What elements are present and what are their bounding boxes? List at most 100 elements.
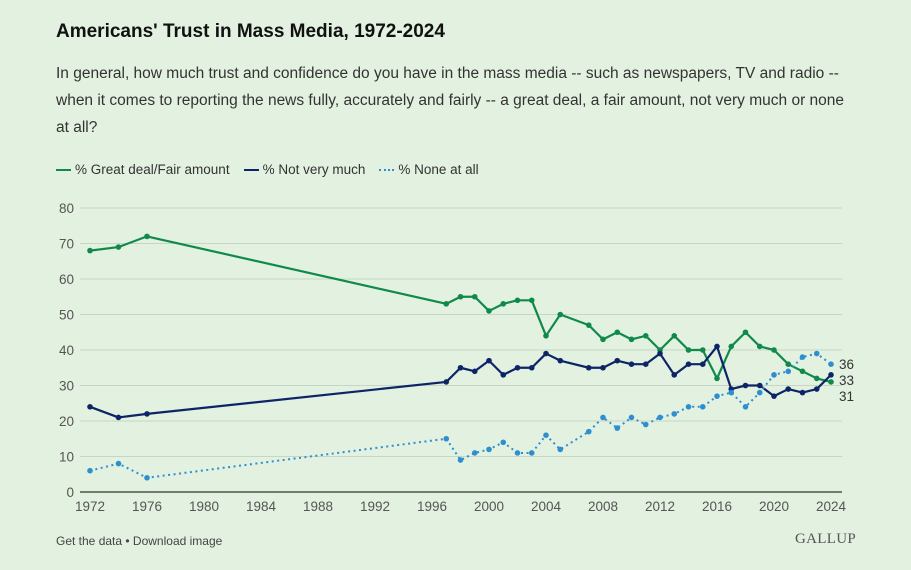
data-point	[115, 244, 122, 250]
data-point	[628, 414, 635, 421]
data-point	[813, 386, 820, 392]
data-point	[457, 457, 464, 463]
data-point	[144, 233, 150, 240]
x-tick-label: 1988	[303, 499, 333, 514]
data-point	[828, 372, 834, 378]
data-point	[144, 411, 150, 417]
data-point	[443, 379, 450, 385]
data-point	[785, 368, 792, 375]
legend-item-great-deal[interactable]: % Great deal/Fair amount	[56, 162, 230, 177]
data-point	[756, 382, 763, 389]
data-point	[642, 333, 649, 339]
get-data-link[interactable]: Get the data	[56, 534, 123, 548]
data-point	[543, 432, 549, 439]
x-tick-label: 2016	[702, 499, 732, 514]
end-label: 36	[839, 357, 854, 372]
data-point	[785, 386, 792, 392]
data-point	[486, 446, 492, 453]
data-point	[771, 372, 777, 378]
x-tick-label: 1980	[189, 499, 219, 514]
data-point	[471, 450, 478, 456]
y-tick-label: 40	[59, 343, 74, 358]
data-point	[543, 350, 549, 357]
data-point	[714, 375, 720, 382]
data-point	[742, 329, 749, 336]
legend-item-none-at-all[interactable]: % None at all	[379, 162, 479, 177]
data-point	[785, 361, 792, 368]
data-point	[585, 322, 592, 328]
data-point	[771, 347, 777, 353]
data-point	[742, 382, 749, 389]
data-point	[614, 329, 621, 336]
data-point	[471, 293, 478, 300]
x-tick-label: 2000	[474, 499, 504, 514]
series-none-at-all	[87, 350, 834, 481]
data-point	[756, 343, 763, 350]
series-line	[89, 345, 832, 419]
data-point	[115, 460, 122, 467]
data-point	[828, 361, 834, 368]
y-tick-label: 20	[59, 414, 74, 429]
legend-item-not-very-much[interactable]: % Not very much	[243, 162, 365, 177]
data-point	[600, 364, 606, 371]
legend-label-none-at-all: % None at all	[398, 162, 479, 177]
data-point	[614, 357, 621, 364]
data-point	[585, 364, 592, 371]
data-point	[714, 393, 720, 399]
data-point	[528, 297, 535, 304]
data-point	[486, 357, 492, 364]
end-label: 31	[839, 389, 854, 404]
data-point	[728, 389, 735, 396]
data-point	[699, 361, 706, 368]
data-point	[671, 333, 678, 339]
data-point	[528, 450, 535, 456]
legend: % Great deal/Fair amount % Not very much…	[56, 162, 479, 177]
data-point	[642, 361, 649, 368]
data-point	[443, 301, 450, 307]
series-lines	[87, 233, 834, 481]
data-point	[87, 247, 93, 254]
footer-links: Get the data • Download image	[56, 534, 222, 548]
x-axis-ticks: 1972 1976 1980 1984 1988 1992 1996 2000 2004 2008…	[75, 499, 847, 514]
data-point	[614, 425, 621, 431]
x-tick-label: 2024	[816, 499, 847, 514]
data-point	[685, 347, 692, 353]
data-point	[685, 404, 692, 410]
data-point	[728, 343, 735, 350]
y-tick-label: 60	[59, 272, 74, 287]
x-tick-label: 1992	[360, 499, 390, 514]
data-point	[799, 354, 806, 360]
download-image-link[interactable]: Download image	[132, 534, 223, 548]
data-point	[543, 333, 549, 339]
data-point	[685, 361, 692, 368]
gallup-logo: GALLUP	[795, 531, 856, 547]
legend-swatch-none-at-all	[379, 168, 395, 171]
x-tick-label: 2004	[531, 499, 562, 514]
data-point	[500, 301, 507, 307]
data-point	[585, 428, 592, 435]
series-not-very-much	[87, 343, 834, 421]
data-point	[799, 368, 806, 375]
data-point	[628, 336, 635, 343]
x-tick-label: 2012	[645, 499, 675, 514]
data-point	[657, 350, 663, 357]
data-point	[828, 379, 834, 385]
data-point	[671, 372, 678, 378]
data-point	[443, 435, 450, 442]
data-point	[528, 364, 535, 371]
data-point	[87, 467, 93, 474]
data-point	[87, 404, 93, 410]
y-tick-label: 0	[66, 485, 74, 500]
data-point	[813, 350, 820, 357]
data-point	[457, 293, 464, 300]
gridlines	[80, 207, 842, 493]
data-point	[500, 372, 507, 378]
data-point	[799, 389, 806, 396]
data-point	[600, 414, 606, 421]
data-point	[514, 450, 521, 456]
data-point	[771, 393, 777, 399]
data-point	[742, 404, 749, 410]
data-point	[457, 364, 464, 371]
